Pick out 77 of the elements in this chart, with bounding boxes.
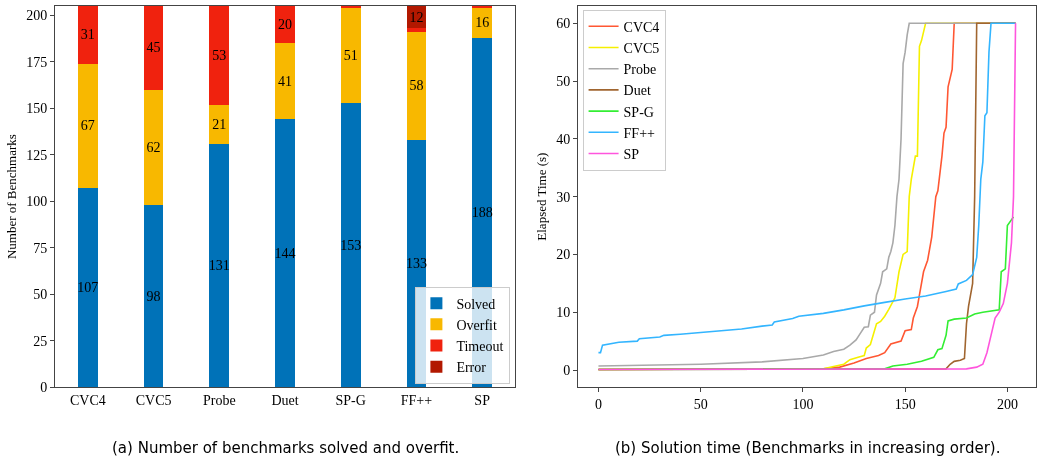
y-tick-label: 60 bbox=[556, 16, 571, 32]
legend-label: CVC5 bbox=[623, 40, 660, 56]
data-label: 20 bbox=[278, 17, 292, 32]
legend-label: Duet bbox=[623, 83, 651, 99]
x-tick-label: 200 bbox=[996, 397, 1018, 413]
data-label: 67 bbox=[80, 118, 95, 134]
data-label: 107 bbox=[77, 280, 99, 296]
x-tick-label: 150 bbox=[894, 397, 916, 413]
y-tick-label: 10 bbox=[556, 305, 571, 321]
bar bbox=[78, 188, 98, 388]
bar bbox=[143, 205, 164, 388]
bar bbox=[209, 5, 230, 105]
bar bbox=[275, 43, 295, 120]
data-label: 16 bbox=[475, 15, 490, 31]
bar bbox=[472, 7, 492, 38]
x-tick-label: 0 bbox=[594, 397, 602, 413]
bar bbox=[472, 5, 492, 8]
y-tick-label: 200 bbox=[26, 8, 48, 24]
bar bbox=[143, 89, 164, 205]
legend-label: FF++ bbox=[623, 125, 656, 141]
y-tick-label: 0 bbox=[40, 380, 48, 396]
data-label: 62 bbox=[146, 139, 161, 155]
text: (a) Number of benchmarks solved and overfit. bbox=[112, 439, 460, 457]
y-tick-label: 0 bbox=[563, 362, 571, 378]
legend-label: Error bbox=[456, 360, 487, 376]
data-label: 53 bbox=[212, 47, 227, 63]
x-tick-label: CVC4 bbox=[69, 393, 106, 409]
bar bbox=[209, 143, 230, 388]
data-label: 21 bbox=[212, 116, 227, 132]
data-label: 98 bbox=[146, 288, 161, 304]
x-tick-label: CVC5 bbox=[135, 393, 172, 409]
y-tick-label: 175 bbox=[26, 54, 48, 70]
bar bbox=[340, 5, 361, 8]
bar bbox=[78, 63, 98, 189]
y-tick-label: 100 bbox=[26, 194, 48, 210]
y-tick-label: 125 bbox=[26, 147, 48, 163]
y-tick-label: 30 bbox=[556, 189, 571, 205]
data-label: 51 bbox=[343, 47, 358, 63]
bar bbox=[209, 104, 230, 144]
legend-label: SP-G bbox=[623, 104, 654, 120]
legend-label: Solved bbox=[456, 296, 496, 312]
data-label: 153 bbox=[340, 237, 362, 253]
y-axis-title: Number of Benchmarks bbox=[4, 134, 20, 260]
x-tick-label: Probe bbox=[202, 393, 236, 409]
x-tick-label: 100 bbox=[792, 397, 814, 413]
bar bbox=[78, 5, 98, 64]
x-tick-label: SP-G bbox=[335, 393, 366, 409]
y-tick-label: 20 bbox=[556, 247, 571, 263]
x-tick-label: FF++ bbox=[400, 393, 433, 409]
y-tick-label: 50 bbox=[33, 287, 48, 303]
legend-label: Overfit bbox=[456, 317, 497, 333]
legend-label: SP bbox=[623, 146, 640, 162]
bar bbox=[340, 7, 361, 103]
data-label: 45 bbox=[146, 40, 161, 56]
y-tick-label: 150 bbox=[26, 101, 48, 117]
text: (b) Solution time (Benchmarks in increasing order). bbox=[615, 439, 1001, 457]
data-label: 58 bbox=[409, 78, 424, 94]
x-tick-label: SP bbox=[474, 393, 491, 409]
legend-label: Timeout bbox=[456, 339, 504, 354]
x-tick-label: Duet bbox=[271, 393, 299, 409]
data-label: 131 bbox=[208, 257, 230, 273]
data-label: 41 bbox=[278, 73, 292, 89]
legend-label: CVC4 bbox=[623, 19, 660, 35]
data-label: 31 bbox=[80, 27, 95, 43]
x-tick-label: 50 bbox=[693, 397, 708, 413]
bar bbox=[275, 119, 295, 388]
y-tick-label: 25 bbox=[33, 333, 48, 349]
y-tick-label: 75 bbox=[33, 240, 48, 256]
y-tick-label: 40 bbox=[556, 131, 571, 147]
bar bbox=[143, 5, 164, 90]
y-axis-title: Elapsed Time (s) bbox=[534, 152, 550, 241]
data-label: 12 bbox=[409, 9, 424, 25]
bar bbox=[340, 102, 361, 388]
legend-label: Probe bbox=[623, 62, 657, 78]
bar bbox=[406, 31, 427, 140]
bar bbox=[406, 28, 427, 32]
y-tick-label: 50 bbox=[556, 73, 571, 89]
